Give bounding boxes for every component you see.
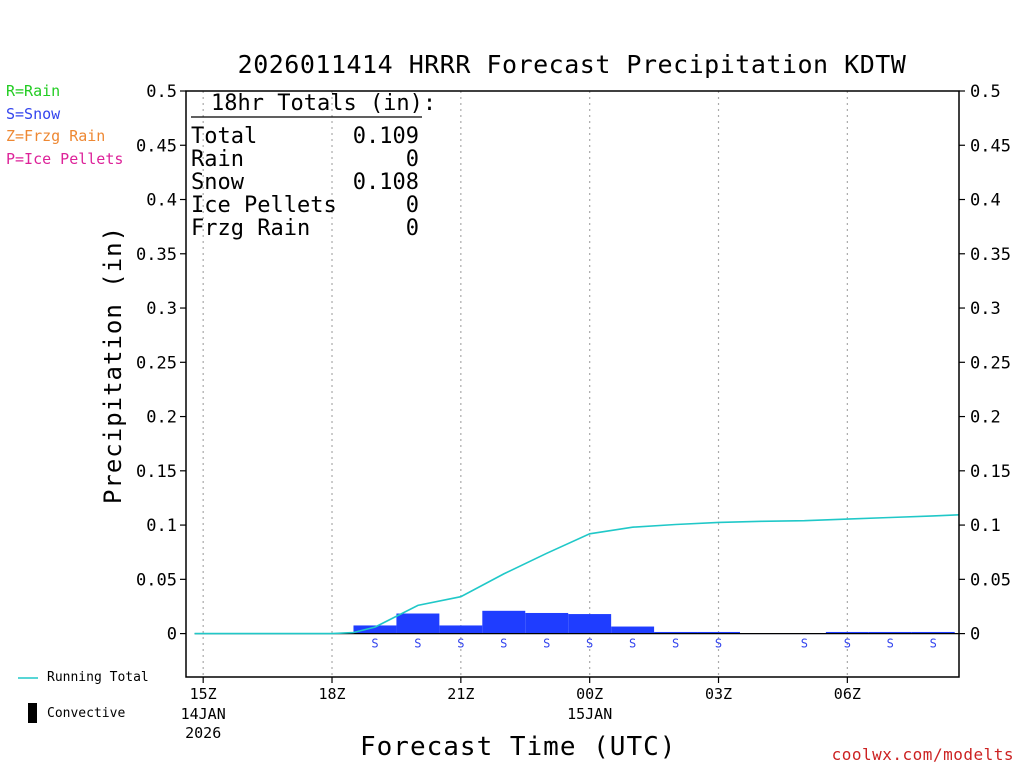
ytick-label-left-4: 0.2 (146, 408, 177, 428)
ytick-label-left-6: 0.3 (146, 299, 177, 319)
bar-24 (568, 614, 612, 634)
marker-snow-32: S (930, 637, 937, 651)
ytick-label-right-5: 0.25 (970, 353, 1011, 373)
ytick-label-right-2: 0.1 (970, 516, 1001, 536)
marker-snow-31: S (887, 637, 894, 651)
totals-value-snow: 0.108 (352, 170, 419, 195)
totals-label-total: Total (191, 124, 258, 149)
totals-value-total: 0.109 (352, 124, 419, 149)
legend-convective-swatch (28, 703, 37, 723)
totals-heading: 18hr Totals (in): (211, 91, 437, 116)
ytick-label-right-6: 0.3 (970, 299, 1001, 319)
marker-snow-30: S (844, 637, 851, 651)
totals-label-ice-pellets: Ice Pellets (191, 193, 337, 218)
ytick-label-left-5: 0.25 (136, 353, 177, 373)
chart-title: 2026011414 HRRR Forecast Precipitation K… (237, 50, 907, 79)
xtick-date-00Z-0: 15JAN (567, 705, 612, 723)
marker-snow-23: S (543, 637, 550, 651)
marker-snow-29: S (801, 637, 808, 651)
xtick-date-15Z-0: 14JAN (181, 705, 226, 723)
running-total-line-group (194, 514, 960, 635)
ytick-label-left-0: 0 (167, 625, 177, 645)
legend-snow: S=Snow (6, 105, 61, 123)
xtick-label-03Z: 03Z (705, 685, 732, 703)
ytick-label-right-10: 0.5 (970, 82, 1001, 102)
legend-convective: Convective (47, 706, 126, 721)
totals-value-frzg-rain: 0 (405, 216, 419, 241)
ytick-label-right-1: 0.05 (970, 570, 1011, 590)
bar-25 (611, 626, 655, 634)
marker-snow-26: S (672, 637, 679, 651)
bar-19 (353, 625, 397, 634)
legend-marks (18, 116, 422, 723)
xtick-label-00Z: 00Z (576, 685, 603, 703)
bar-22 (482, 610, 526, 634)
legend-running-total: Running Total (47, 670, 149, 685)
totals-value-ice-pellets: 0 (405, 193, 419, 218)
bar-31 (868, 631, 912, 634)
bar-30 (825, 631, 869, 634)
xtick-label-21Z: 21Z (447, 685, 474, 703)
ytick-label-left-3: 0.15 (136, 462, 177, 482)
legend-frzg-rain: Z=Frzg Rain (6, 127, 106, 145)
legend-ice-pellets: P=Ice Pellets (6, 150, 124, 168)
running-total-line (194, 514, 960, 635)
xtick-label-06Z: 06Z (834, 685, 861, 703)
ytick-label-right-8: 0.4 (970, 191, 1001, 211)
axes (185, 90, 960, 678)
ytick-label-right-9: 0.45 (970, 136, 1011, 156)
plot-frame (185, 90, 960, 678)
xtick-label-15Z: 15Z (190, 685, 217, 703)
precip-bars (353, 610, 955, 635)
marker-snow-27: S (715, 637, 722, 651)
marker-snow-25: S (629, 637, 636, 651)
y-axis-title: Precipitation (in) (99, 225, 127, 505)
ytick-label-left-8: 0.4 (146, 191, 177, 211)
marker-snow-24: S (586, 637, 593, 651)
ytick-label-left-7: 0.35 (136, 245, 177, 265)
totals-label-frzg-rain: Frzg Rain (191, 216, 311, 241)
xtick-date-15Z-1: 2026 (185, 724, 221, 742)
ytick-label-left-9: 0.45 (136, 136, 177, 156)
xtick-label-18Z: 18Z (318, 685, 345, 703)
marker-snow-19: S (371, 637, 378, 651)
legend-rain: R=Rain (6, 82, 61, 100)
marker-snow-21: S (457, 637, 464, 651)
ytick-label-right-4: 0.2 (970, 408, 1001, 428)
bar-32 (911, 631, 955, 634)
bar-23 (525, 612, 569, 634)
credit-link[interactable]: coolwx.com/modelts (831, 745, 1014, 764)
totals-label-snow: Snow (191, 170, 244, 195)
ytick-label-right-3: 0.15 (970, 462, 1011, 482)
totals-label-rain: Rain (191, 147, 244, 172)
ytick-label-right-7: 0.35 (970, 245, 1011, 265)
bar-27 (697, 631, 740, 634)
totals-value-rain: 0 (405, 147, 419, 172)
gridlines (202, 91, 848, 677)
bar-20 (396, 613, 440, 634)
bar-26 (654, 631, 698, 634)
bar-21 (439, 625, 483, 634)
marker-snow-22: S (500, 637, 507, 651)
axis-ticks: 0 00.05 0.050.1 0.10.15 0.150.2 0.20.25 0.250.… (136, 82, 1011, 742)
marker-snow-20: S (414, 637, 421, 651)
ytick-label-left-1: 0.05 (136, 570, 177, 590)
ytick-label-right-0: 0 (970, 625, 980, 645)
ytick-label-left-2: 0.1 (146, 516, 177, 536)
ytick-label-left-10: 0.5 (146, 82, 177, 102)
x-axis-title: Forecast Time (UTC) (360, 732, 677, 762)
